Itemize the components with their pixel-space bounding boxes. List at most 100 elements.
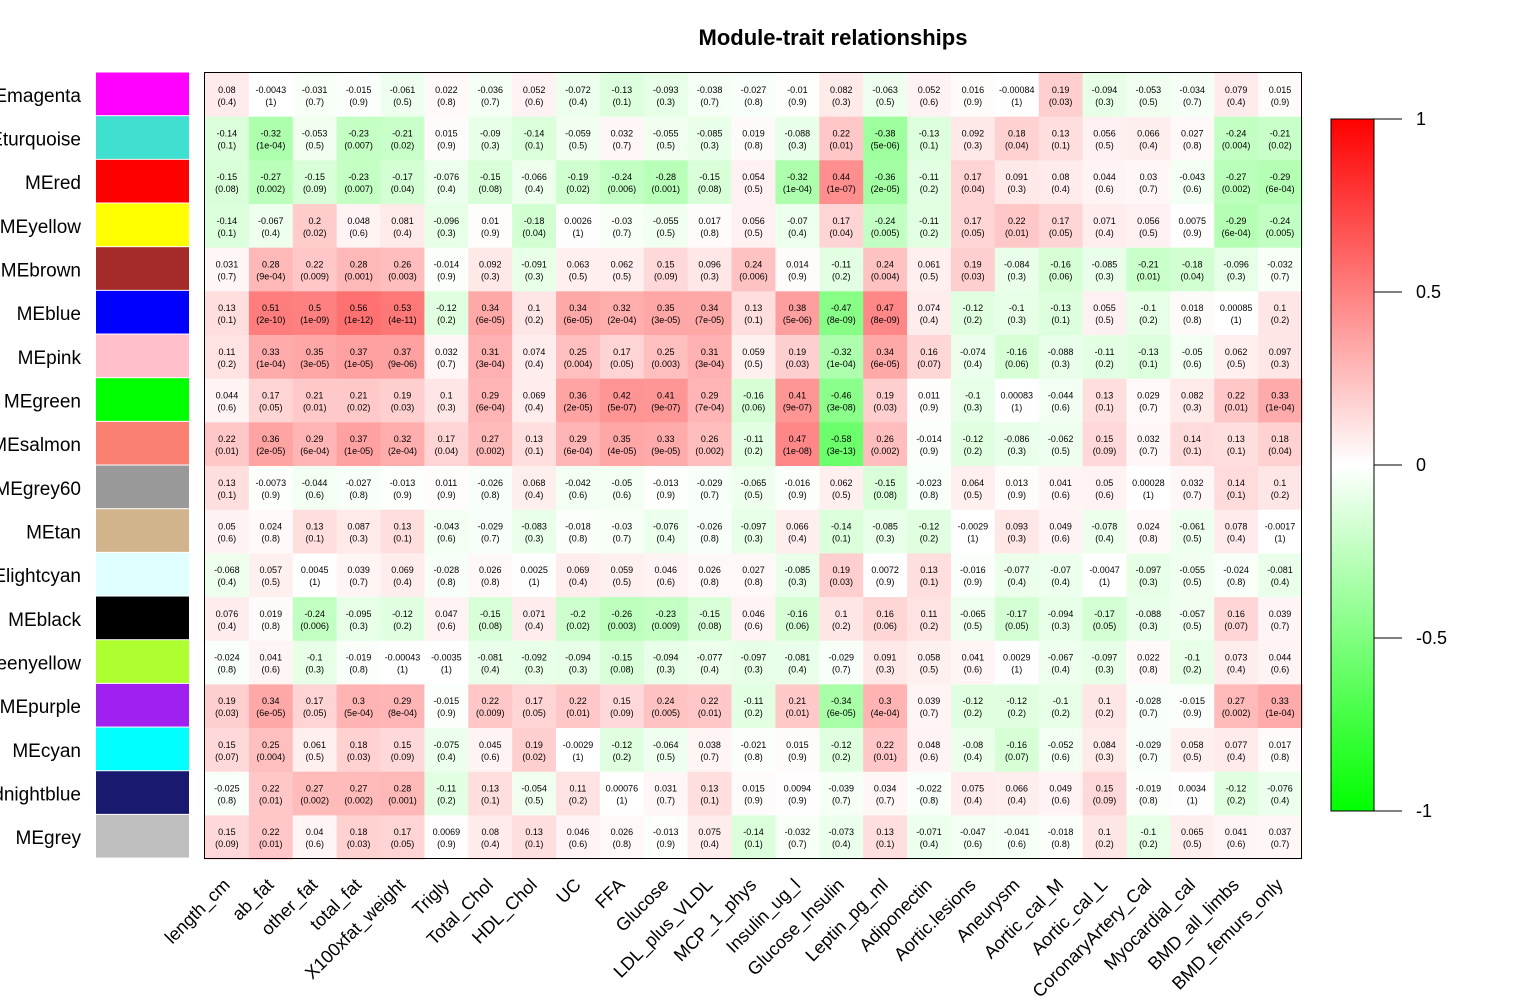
cell-correlation: -0.085	[697, 129, 723, 139]
heatmap-cell	[775, 204, 820, 249]
cell-correlation: 0.022	[1137, 653, 1160, 663]
cell-pvalue: (2e-04)	[607, 315, 636, 325]
cell-pvalue: (0.9)	[262, 490, 281, 500]
cell-correlation: 0.066	[786, 522, 809, 532]
cell-pvalue: (0.8)	[700, 577, 719, 587]
cell-pvalue: (0.2)	[1095, 359, 1114, 369]
cell-pvalue: (0.6)	[1095, 490, 1114, 500]
heatmap-cell	[424, 378, 469, 423]
row-swatch	[96, 72, 189, 116]
cell-correlation: -0.1	[1009, 303, 1025, 313]
heatmap-cell	[731, 815, 777, 860]
heatmap-cell	[731, 116, 777, 161]
cell-correlation: 0.34	[481, 303, 499, 313]
cell-correlation: -0.29	[1226, 216, 1247, 226]
heatmap-cell	[248, 509, 294, 554]
heatmap-cell	[1258, 728, 1303, 773]
heatmap-cell	[1126, 73, 1171, 118]
heatmap-cell	[336, 728, 382, 773]
heatmap-cell	[1170, 815, 1215, 860]
cell-pvalue: (0.7)	[876, 796, 895, 806]
cell-pvalue: (1)	[967, 534, 978, 544]
cell-correlation: -0.092	[521, 653, 547, 663]
heatmap-cell	[336, 422, 382, 467]
cell-correlation: 0.35	[613, 434, 631, 444]
cell-correlation: -0.065	[741, 478, 767, 488]
row-swatch	[96, 421, 189, 465]
cell-pvalue: (0.7)	[1139, 752, 1158, 762]
cell-correlation: 0.34	[569, 303, 587, 313]
cell-correlation: 0.069	[391, 565, 414, 575]
cell-pvalue: (0.8)	[1139, 796, 1158, 806]
cell-pvalue: (0.04)	[961, 184, 985, 194]
heatmap-cell	[994, 291, 1040, 336]
heatmap-cell	[994, 466, 1040, 511]
cell-pvalue: (0.3)	[437, 228, 456, 238]
cell-correlation: 0.046	[654, 565, 677, 575]
cell-pvalue: (0.4)	[920, 839, 939, 849]
cell-pvalue: (0.6)	[1051, 490, 1070, 500]
cell-correlation: -0.085	[785, 565, 811, 575]
cell-correlation: -0.32	[831, 347, 852, 357]
cell-pvalue: (0.004)	[871, 272, 900, 282]
cell-correlation: 0.19	[394, 391, 412, 401]
cell-pvalue: (0.4)	[525, 359, 544, 369]
cell-correlation: 0.059	[611, 565, 634, 575]
heatmap-cell	[1170, 378, 1215, 423]
cell-pvalue: (0.6)	[1051, 796, 1070, 806]
cell-correlation: 0.5	[308, 303, 321, 313]
heatmap-cell	[819, 553, 864, 598]
cell-correlation: 0.47	[789, 434, 807, 444]
cell-correlation: 0.22	[1227, 391, 1245, 401]
cell-correlation: 0.13	[920, 565, 938, 575]
cell-pvalue: (0.01)	[259, 839, 283, 849]
cell-correlation: 0.26	[394, 260, 412, 270]
heatmap-cell	[775, 466, 820, 511]
cell-correlation: 0.027	[1181, 129, 1204, 139]
cell-pvalue: (0.4)	[1139, 141, 1158, 151]
heatmap-cell	[424, 73, 469, 118]
heatmap-cell	[643, 640, 689, 685]
cell-correlation: 0.057	[260, 565, 283, 575]
heatmap-cell	[1170, 553, 1215, 598]
cell-correlation: -0.24	[612, 172, 633, 182]
cell-correlation: -0.05	[1182, 347, 1203, 357]
cell-correlation: 0.063	[567, 260, 590, 270]
heatmap-cell	[907, 160, 952, 205]
cell-correlation: -0.031	[302, 85, 328, 95]
cell-correlation: 0.044	[1269, 653, 1292, 663]
heatmap-cell	[950, 815, 996, 860]
heatmap-cell	[819, 378, 864, 423]
heatmap-cell	[907, 335, 952, 380]
heatmap-cell	[468, 815, 513, 860]
cell-correlation: 0.059	[742, 347, 765, 357]
cell-pvalue: (0.9)	[437, 141, 456, 151]
heatmap-cell	[1038, 771, 1084, 816]
heatmap-cell	[950, 509, 996, 554]
cell-pvalue: (0.4)	[788, 228, 807, 238]
heatmap-cell	[468, 422, 513, 467]
cell-pvalue: (0.6)	[920, 752, 939, 762]
cell-correlation: 0.0026	[564, 216, 592, 226]
heatmap-cell	[599, 640, 645, 685]
cell-correlation: -0.085	[872, 522, 898, 532]
cell-pvalue: (0.5)	[525, 796, 544, 806]
cell-pvalue: (0.9)	[656, 839, 675, 849]
cell-pvalue: (0.3)	[1227, 272, 1246, 282]
cell-correlation: 0.024	[1137, 522, 1160, 532]
cell-correlation: -0.1	[1053, 696, 1069, 706]
cell-pvalue: (0.4)	[1227, 534, 1246, 544]
cell-correlation: 0.0075	[1179, 216, 1207, 226]
cell-pvalue: (0.5)	[262, 577, 281, 587]
heatmap-cell	[1258, 771, 1303, 816]
cell-pvalue: (0.8)	[569, 534, 588, 544]
cell-correlation: -0.24	[1226, 129, 1247, 139]
heatmap-cell	[336, 247, 382, 292]
heatmap-cell	[863, 335, 908, 380]
cell-correlation: -0.11	[919, 172, 939, 182]
heatmap-cell	[424, 466, 469, 511]
heatmap-cell	[1214, 247, 1259, 292]
heatmap-cell	[1126, 422, 1171, 467]
cell-correlation: 0.1	[835, 609, 848, 619]
cell-correlation: -0.12	[963, 303, 984, 313]
